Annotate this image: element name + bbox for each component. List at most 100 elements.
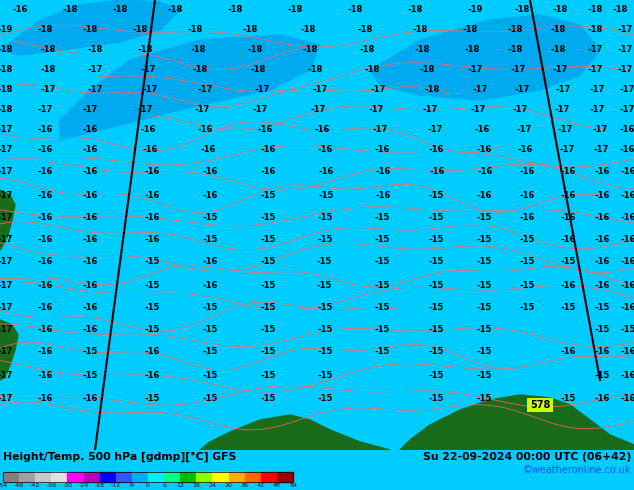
Text: -18: -18 bbox=[247, 46, 262, 54]
Text: -15: -15 bbox=[317, 214, 333, 222]
Text: -15: -15 bbox=[317, 302, 333, 312]
Text: -15: -15 bbox=[429, 191, 444, 199]
Text: -15: -15 bbox=[318, 191, 333, 199]
Text: -15: -15 bbox=[261, 191, 276, 199]
Text: -18: -18 bbox=[424, 85, 439, 95]
Bar bbox=[197, 472, 212, 482]
Text: -16: -16 bbox=[37, 280, 53, 290]
Text: -17: -17 bbox=[592, 125, 607, 134]
Text: -15: -15 bbox=[317, 347, 333, 357]
Text: 48: 48 bbox=[273, 483, 281, 488]
Text: -18: -18 bbox=[41, 66, 56, 74]
Text: -15: -15 bbox=[202, 393, 217, 402]
Text: -15: -15 bbox=[476, 325, 492, 335]
Text: -15: -15 bbox=[594, 325, 610, 335]
Text: -16: -16 bbox=[37, 302, 53, 312]
Text: -16: -16 bbox=[476, 191, 492, 199]
Text: -15: -15 bbox=[519, 280, 534, 290]
Text: -18: -18 bbox=[464, 46, 480, 54]
Text: -16: -16 bbox=[261, 168, 276, 176]
Text: -17: -17 bbox=[0, 168, 13, 176]
Text: 578: 578 bbox=[530, 400, 550, 410]
Text: -17: -17 bbox=[195, 105, 210, 115]
Text: -15: -15 bbox=[145, 302, 160, 312]
Text: -12: -12 bbox=[111, 483, 121, 488]
Text: -16: -16 bbox=[37, 325, 53, 335]
Text: -16: -16 bbox=[519, 214, 534, 222]
Text: -16: -16 bbox=[202, 258, 217, 267]
Text: -17: -17 bbox=[559, 146, 574, 154]
Text: -17: -17 bbox=[472, 85, 488, 95]
Text: -16: -16 bbox=[37, 168, 53, 176]
Text: -16: -16 bbox=[594, 191, 610, 199]
Text: -17: -17 bbox=[618, 25, 633, 34]
Text: -17: -17 bbox=[0, 370, 13, 379]
Text: -16: -16 bbox=[82, 168, 98, 176]
Text: -15: -15 bbox=[145, 258, 160, 267]
Polygon shape bbox=[400, 395, 634, 450]
Bar bbox=[84, 472, 100, 482]
Text: -48: -48 bbox=[14, 483, 24, 488]
Text: -17: -17 bbox=[311, 105, 326, 115]
Text: -16: -16 bbox=[257, 125, 273, 134]
Text: -16: -16 bbox=[620, 302, 634, 312]
Text: -17: -17 bbox=[143, 85, 158, 95]
Text: -18: -18 bbox=[0, 105, 13, 115]
Bar bbox=[164, 472, 180, 482]
Text: -17: -17 bbox=[370, 85, 385, 95]
Text: -17: -17 bbox=[427, 125, 443, 134]
Text: -16: -16 bbox=[82, 393, 98, 402]
Text: -16: -16 bbox=[82, 302, 98, 312]
Text: -18: -18 bbox=[365, 66, 380, 74]
Text: -15: -15 bbox=[202, 214, 217, 222]
Text: -16: -16 bbox=[202, 168, 217, 176]
Text: -16: -16 bbox=[560, 168, 576, 176]
Text: -18: -18 bbox=[228, 5, 243, 15]
Text: -15: -15 bbox=[429, 302, 444, 312]
Text: -16: -16 bbox=[37, 214, 53, 222]
Text: -16: -16 bbox=[560, 347, 576, 357]
Text: -18: -18 bbox=[514, 5, 529, 15]
Text: -16: -16 bbox=[594, 168, 610, 176]
Polygon shape bbox=[0, 0, 180, 55]
Text: -16: -16 bbox=[519, 191, 534, 199]
Text: -15: -15 bbox=[317, 370, 333, 379]
Bar bbox=[261, 472, 277, 482]
Text: -17: -17 bbox=[0, 393, 13, 402]
Text: -54: -54 bbox=[0, 483, 8, 488]
Text: -15: -15 bbox=[145, 280, 160, 290]
Text: -18: -18 bbox=[192, 66, 207, 74]
Bar bbox=[36, 472, 51, 482]
Text: -18: -18 bbox=[552, 5, 567, 15]
Text: -16: -16 bbox=[200, 146, 216, 154]
Text: -17: -17 bbox=[0, 325, 13, 335]
Text: -17: -17 bbox=[0, 236, 13, 245]
Text: -15: -15 bbox=[202, 370, 217, 379]
Text: -17: -17 bbox=[37, 105, 53, 115]
Text: -30: -30 bbox=[62, 483, 72, 488]
Text: -16: -16 bbox=[82, 191, 98, 199]
Text: -18: -18 bbox=[359, 46, 375, 54]
Text: -16: -16 bbox=[620, 393, 634, 402]
Text: -17: -17 bbox=[140, 66, 155, 74]
Text: -15: -15 bbox=[560, 393, 576, 402]
Text: -15: -15 bbox=[82, 370, 98, 379]
Text: -17: -17 bbox=[41, 85, 56, 95]
Text: -16: -16 bbox=[620, 280, 634, 290]
Text: -16: -16 bbox=[145, 168, 160, 176]
Text: -16: -16 bbox=[620, 236, 634, 245]
Text: -16: -16 bbox=[594, 214, 610, 222]
Text: -18: -18 bbox=[242, 25, 257, 34]
Text: -16: -16 bbox=[82, 258, 98, 267]
Text: -17: -17 bbox=[516, 125, 532, 134]
Text: -15: -15 bbox=[202, 347, 217, 357]
Text: -18: -18 bbox=[307, 66, 323, 74]
Text: -16: -16 bbox=[82, 125, 98, 134]
Text: -16: -16 bbox=[429, 168, 444, 176]
Text: -17: -17 bbox=[554, 105, 569, 115]
Text: -16: -16 bbox=[37, 393, 53, 402]
Text: Height/Temp. 500 hPa [gdmp][°C] GFS: Height/Temp. 500 hPa [gdmp][°C] GFS bbox=[3, 452, 236, 463]
Text: -16: -16 bbox=[202, 191, 217, 199]
Text: -15: -15 bbox=[261, 370, 276, 379]
Text: -16: -16 bbox=[620, 258, 634, 267]
